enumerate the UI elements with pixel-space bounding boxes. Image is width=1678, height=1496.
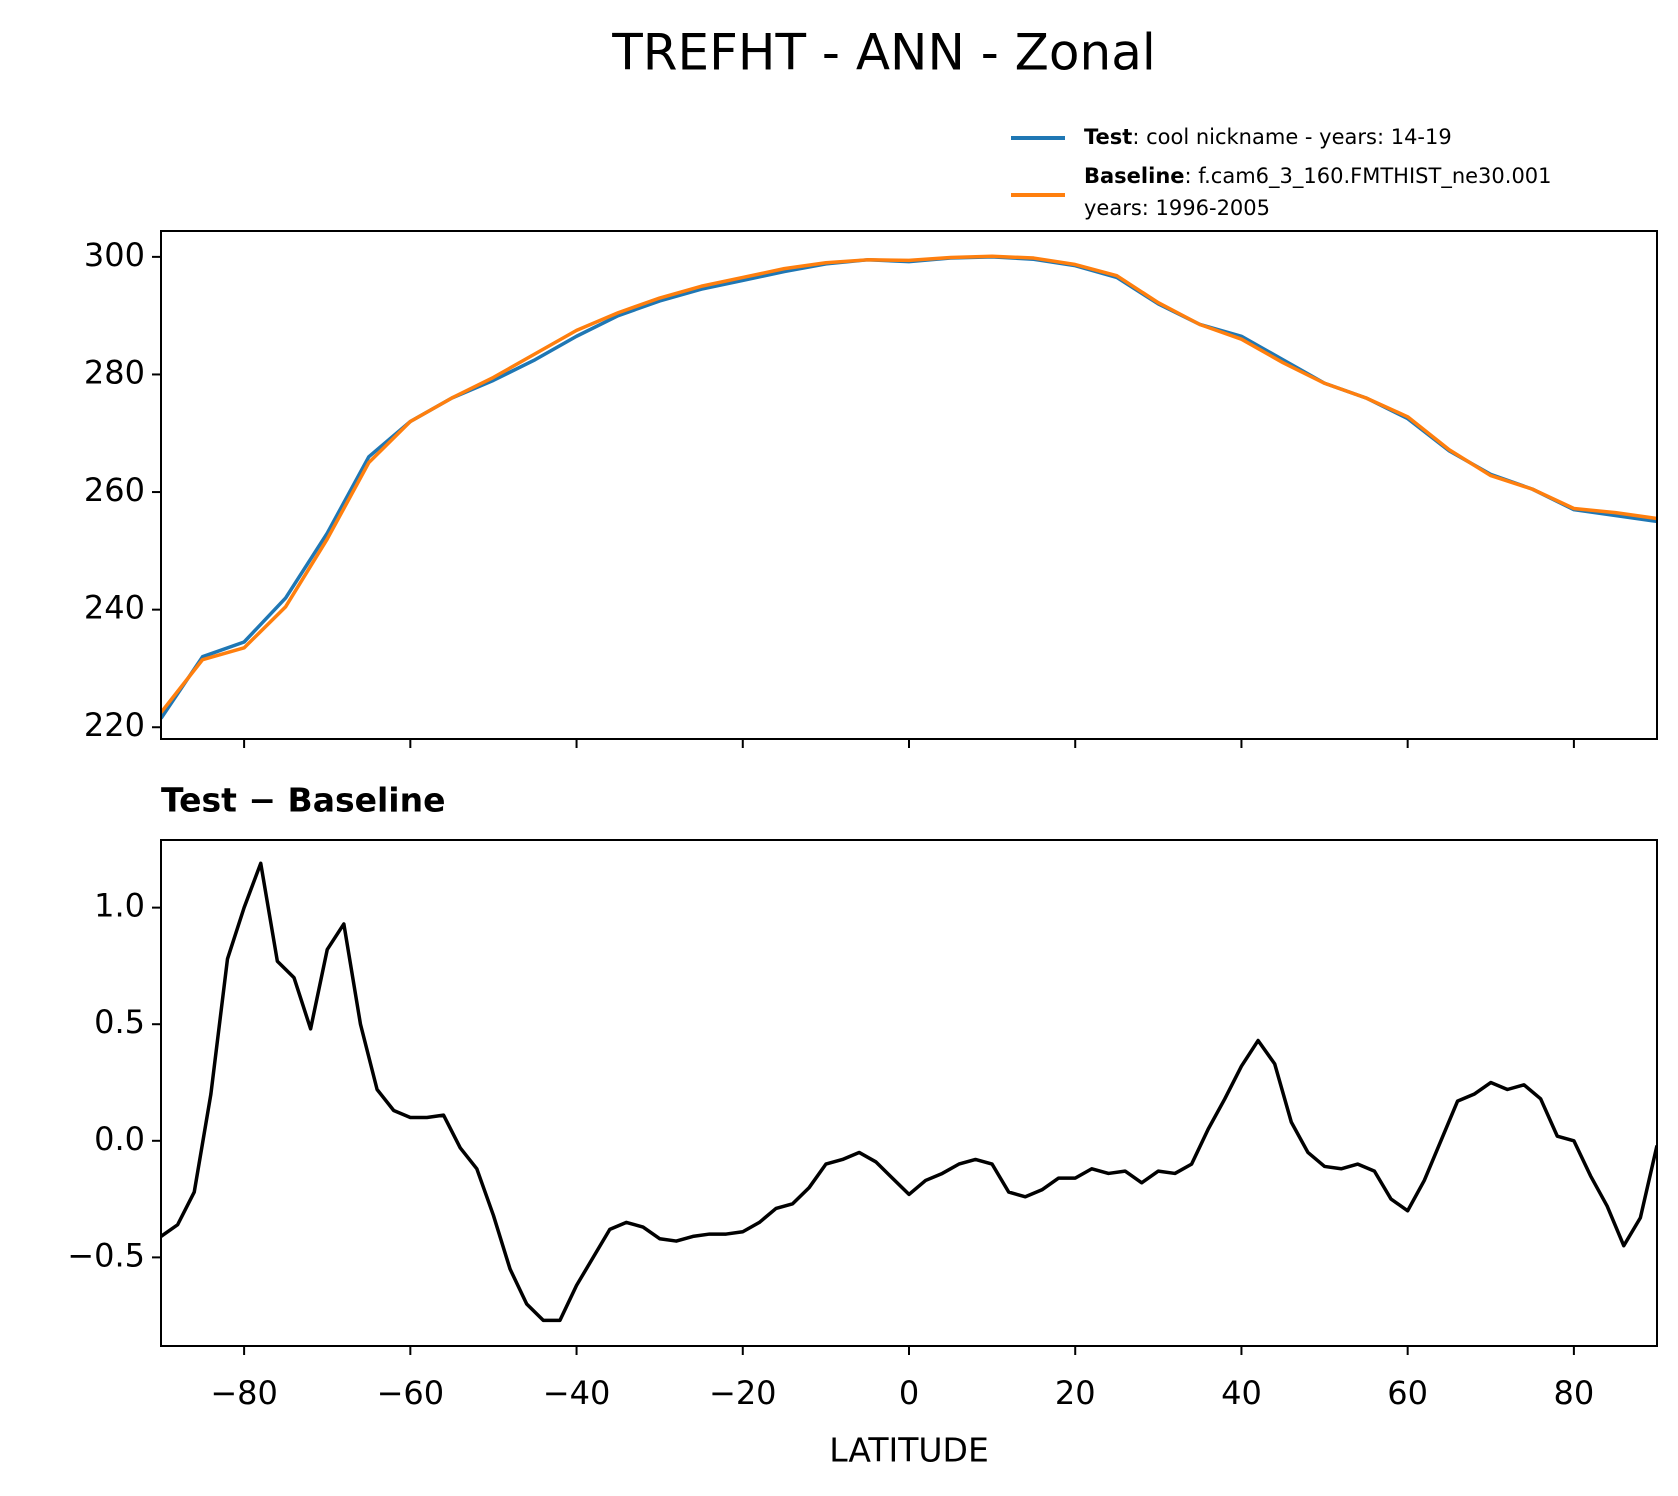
axes-frame xyxy=(160,839,1658,1347)
y-tick-label: 280 xyxy=(84,353,145,391)
y-tick-label: 1.0 xyxy=(94,887,145,925)
x-tick-label: −80 xyxy=(210,1374,278,1412)
y-tick-label: 220 xyxy=(84,706,145,744)
x-tick-label: −60 xyxy=(377,1374,445,1412)
x-axis-label: LATITUDE xyxy=(829,1431,989,1470)
axes-title: Test − Baseline xyxy=(161,781,446,820)
legend-label: Baseline: f.cam6_3_160.FMTHIST_ne30.001 xyxy=(1084,164,1552,189)
y-tick-label: −0.5 xyxy=(67,1236,145,1274)
x-tick-label: 80 xyxy=(1554,1374,1595,1412)
y-tick-label: 240 xyxy=(84,589,145,627)
legend-text: : cool nickname - years: 14-19 xyxy=(1132,125,1451,149)
x-tick-label: 60 xyxy=(1387,1374,1428,1412)
axes-frame xyxy=(160,230,1658,740)
legend-name: Test xyxy=(1084,125,1132,149)
figure-title: TREFHT - ANN - Zonal xyxy=(611,24,1156,82)
data-line xyxy=(161,254,1657,714)
legend-label-line: years: 1996-2005 xyxy=(1084,196,1270,220)
y-tick-label: 0.0 xyxy=(94,1120,145,1158)
x-tick-label: −20 xyxy=(709,1374,777,1412)
legend-text: : f.cam6_3_160.FMTHIST_ne30.001 xyxy=(1185,164,1552,189)
data-line xyxy=(161,861,1657,1323)
x-tick-label: −40 xyxy=(543,1374,611,1412)
x-tick-label: 20 xyxy=(1055,1374,1096,1412)
y-tick-label: 300 xyxy=(84,236,145,274)
y-tick-label: 0.5 xyxy=(94,1003,145,1041)
legend-label: Test: cool nickname - years: 14-19 xyxy=(1084,125,1452,149)
y-tick-label: 260 xyxy=(84,471,145,509)
x-tick-label: 40 xyxy=(1221,1374,1262,1412)
x-tick-label: 0 xyxy=(899,1374,919,1412)
legend-name: Baseline xyxy=(1084,164,1185,188)
